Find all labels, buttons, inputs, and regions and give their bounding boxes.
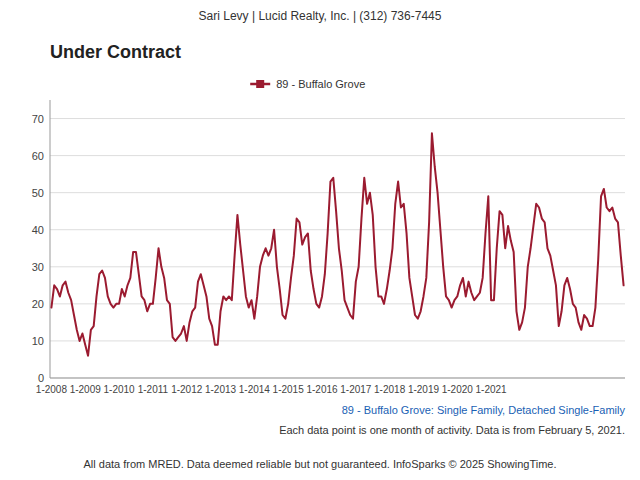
x-tick-label: 1-2013: [205, 384, 237, 395]
x-tick-label: 1-2015: [273, 384, 305, 395]
y-tick-label: 20: [32, 298, 44, 310]
x-axis-line: [50, 378, 625, 379]
grid-line: [50, 303, 625, 304]
chart: Sari Levy | Lucid Realty, Inc. | (312) 7…: [0, 0, 640, 480]
x-tick-label: 1-2017: [340, 384, 372, 395]
x-tick-label: 1-2008: [36, 384, 68, 395]
series-group: [51, 133, 623, 355]
grid-line: [50, 378, 625, 379]
x-tick-label: 1-2009: [70, 384, 102, 395]
header: Sari Levy | Lucid Realty, Inc. | (312) 7…: [199, 9, 442, 23]
x-tick-label: 1-2012: [171, 384, 203, 395]
grid-line: [50, 118, 625, 119]
y-tick-label: 50: [32, 187, 44, 199]
grid-line: [50, 155, 625, 156]
grid: [50, 119, 625, 378]
x-tick-label: 1-2014: [239, 384, 271, 395]
x-tick-label: 1-2016: [306, 384, 338, 395]
series-line: [51, 133, 623, 355]
x-tick-label: 1-2011: [138, 384, 169, 395]
x-tick-label: 1-2021: [476, 384, 508, 395]
y-tick-label: 30: [32, 261, 44, 273]
y-tick-label: 40: [32, 224, 44, 236]
x-tick-label: 1-2020: [442, 384, 474, 395]
x-tick-label: 1-2018: [374, 384, 406, 395]
grid-line: [50, 340, 625, 341]
title: Under Contract: [50, 42, 181, 62]
x-tick-label: 1-2019: [408, 384, 440, 395]
y-tick-label: 70: [32, 113, 44, 125]
subtitle: 89 - Buffalo Grove: Single Family, Detac…: [342, 404, 626, 416]
footnote: All data from MRED. Data deemed reliable…: [83, 458, 556, 470]
legend-label: 89 - Buffalo Grove: [276, 78, 365, 90]
grid-line: [50, 192, 625, 193]
legend: 89 - Buffalo Grove: [250, 78, 365, 90]
y-tick-label: 10: [32, 335, 44, 347]
x-tick-label: 1-2010: [103, 384, 135, 395]
y-tick-label: 60: [32, 150, 44, 162]
y-axis-line: [50, 100, 51, 378]
y-tick-label: 0: [38, 372, 44, 384]
grid-line: [50, 266, 625, 267]
footnote: Each data point is one month of activity…: [279, 424, 625, 436]
plot-area: [50, 100, 625, 378]
legend-marker: [256, 80, 264, 88]
